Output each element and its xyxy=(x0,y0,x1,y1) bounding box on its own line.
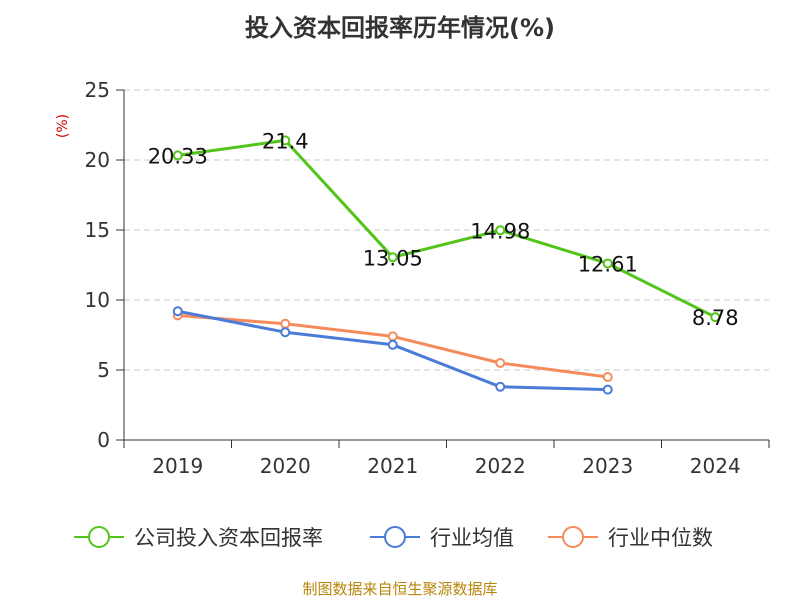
x-tick-label: 2024 xyxy=(690,454,741,478)
y-tick-label: 15 xyxy=(85,218,110,242)
legend-marker xyxy=(88,526,110,548)
data-label: 14.98 xyxy=(470,219,530,243)
chart-title: 投入资本回报率历年情况(%) xyxy=(245,14,555,42)
series-line xyxy=(177,309,608,392)
data-point xyxy=(387,331,398,342)
x-tick-label: 2021 xyxy=(367,454,418,478)
data-point xyxy=(495,381,506,392)
x-tick-label: 2019 xyxy=(152,454,203,478)
x-tick-label: 2023 xyxy=(582,454,633,478)
y-tick-label: 0 xyxy=(97,428,110,452)
series-line xyxy=(177,138,716,319)
data-point xyxy=(495,358,506,368)
y-tick-label: 25 xyxy=(85,78,110,102)
legend-label: 行业中位数 xyxy=(608,526,713,550)
data-point xyxy=(602,258,613,269)
y-tick-label: 20 xyxy=(85,148,110,172)
data-label: 13.05 xyxy=(363,246,423,270)
data-label: 20.33 xyxy=(148,144,208,168)
data-point xyxy=(495,225,506,236)
data-point xyxy=(602,384,613,395)
y-tick-label: 5 xyxy=(97,358,110,382)
data-point xyxy=(710,312,721,323)
y-tick-label: 10 xyxy=(85,288,110,312)
source-note: 制图数据来自恒生聚源数据库 xyxy=(302,580,498,598)
data-point xyxy=(280,327,291,338)
data-point xyxy=(172,150,183,161)
legend-marker xyxy=(384,526,406,548)
x-tick-label: 2020 xyxy=(260,454,311,478)
data-label: 12.61 xyxy=(578,252,638,276)
data-label: 8.78 xyxy=(692,306,739,330)
data-label: 21.4 xyxy=(262,129,309,153)
legend-label: 行业均值 xyxy=(430,526,514,550)
data-point xyxy=(602,372,613,382)
data-point xyxy=(280,135,291,146)
data-point xyxy=(280,318,291,329)
legend-label: 公司投入资本回报率 xyxy=(134,526,323,550)
x-tick-label: 2022 xyxy=(475,454,526,478)
data-point xyxy=(172,306,183,317)
legend-marker xyxy=(562,526,584,548)
data-point xyxy=(387,339,398,350)
y-axis-label: (%) xyxy=(55,114,71,138)
data-point xyxy=(387,252,398,263)
